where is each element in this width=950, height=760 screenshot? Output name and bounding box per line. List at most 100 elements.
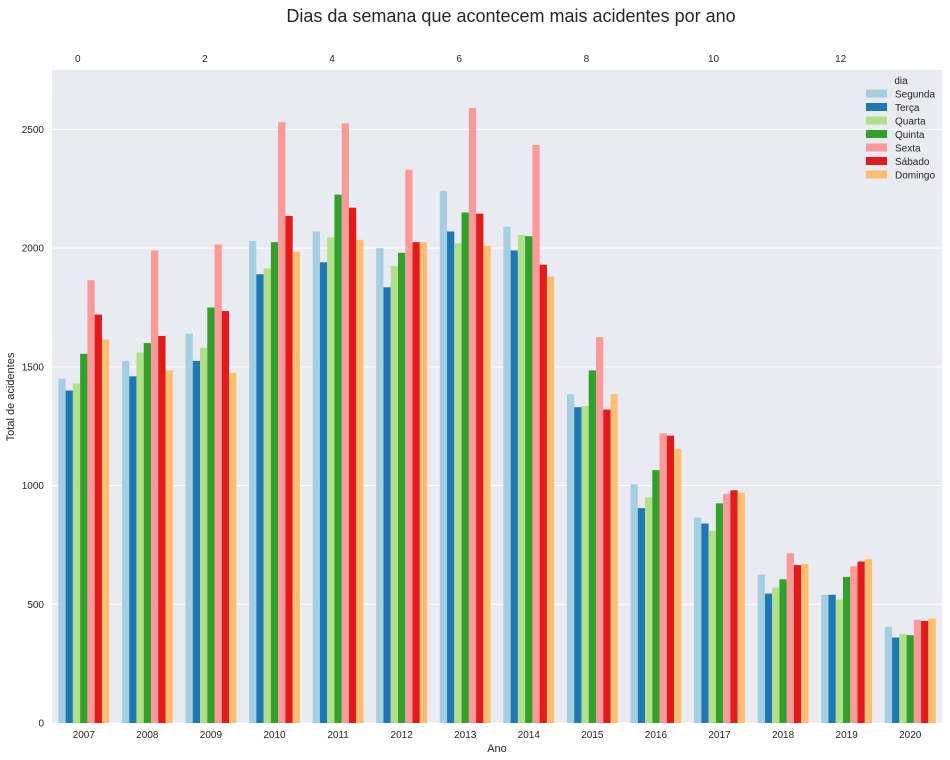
bar-domingo-2018 bbox=[801, 563, 809, 723]
bar-quarta-2015 bbox=[581, 406, 589, 723]
x-tick-label: 2007 bbox=[73, 730, 96, 741]
bar-sábado-2015 bbox=[603, 409, 611, 723]
bar-quinta-2017 bbox=[715, 503, 724, 723]
bar-quinta-2009 bbox=[207, 307, 215, 723]
bar-segunda-2013 bbox=[439, 191, 448, 724]
bar-domingo-2014 bbox=[546, 276, 555, 723]
bar-quarta-2018 bbox=[772, 587, 780, 723]
legend-swatch-terça bbox=[866, 103, 887, 111]
bar-terça-2019 bbox=[828, 594, 836, 723]
legend-swatch-quarta bbox=[866, 116, 887, 125]
bar-sábado-2013 bbox=[476, 213, 484, 723]
bar-segunda-2016 bbox=[630, 484, 638, 723]
bar-quarta-2013 bbox=[454, 243, 462, 723]
bar-sexta-2007 bbox=[87, 280, 95, 723]
x-tick-label: 2020 bbox=[899, 730, 922, 741]
bar-terça-2017 bbox=[701, 523, 709, 723]
y-tick-label: 1500 bbox=[22, 362, 45, 373]
bar-sábado-2020 bbox=[921, 620, 929, 723]
bar-terça-2016 bbox=[637, 508, 646, 723]
bar-domingo-2020 bbox=[928, 618, 936, 723]
bar-terça-2007 bbox=[65, 390, 73, 723]
bar-sexta-2019 bbox=[850, 566, 858, 723]
x-tick-label: 2019 bbox=[836, 730, 859, 741]
bar-terça-2011 bbox=[319, 262, 328, 723]
bar-domingo-2013 bbox=[483, 245, 491, 723]
bar-segunda-2008 bbox=[121, 360, 130, 723]
bar-domingo-2007 bbox=[101, 339, 110, 723]
bars bbox=[58, 107, 936, 724]
x-tick-label: 2008 bbox=[136, 730, 159, 741]
bar-quarta-2016 bbox=[645, 497, 653, 723]
bar-quarta-2011 bbox=[327, 237, 335, 723]
bar-sábado-2019 bbox=[857, 561, 865, 723]
bar-segunda-2007 bbox=[58, 378, 66, 723]
bar-sexta-2016 bbox=[659, 433, 667, 723]
bar-segunda-2011 bbox=[312, 231, 320, 723]
y-tick-label: 0 bbox=[38, 719, 44, 730]
top-tick-label: 12 bbox=[835, 54, 847, 65]
bar-terça-2008 bbox=[129, 376, 137, 723]
x-tick-label: 2018 bbox=[772, 730, 795, 741]
bar-domingo-2008 bbox=[165, 370, 173, 723]
bar-domingo-2019 bbox=[864, 559, 873, 723]
bar-sábado-2011 bbox=[348, 207, 357, 724]
top-tick-label: 10 bbox=[708, 54, 720, 65]
bar-segunda-2015 bbox=[566, 394, 575, 723]
bar-sexta-2010 bbox=[278, 122, 286, 724]
bar-segunda-2017 bbox=[694, 517, 702, 723]
bar-quinta-2010 bbox=[270, 242, 279, 723]
y-tick-label: 500 bbox=[27, 600, 44, 611]
top-tick-label: 0 bbox=[75, 54, 81, 65]
bar-quarta-2012 bbox=[390, 265, 399, 723]
bar-sábado-2010 bbox=[285, 216, 293, 723]
y-tick-label: 1000 bbox=[22, 481, 45, 492]
bar-domingo-2010 bbox=[292, 251, 300, 723]
bar-sábado-2016 bbox=[666, 435, 675, 723]
bar-terça-2018 bbox=[764, 593, 773, 723]
y-tick-label: 2000 bbox=[22, 244, 45, 255]
bar-terça-2013 bbox=[447, 231, 455, 723]
bar-sexta-2009 bbox=[214, 244, 222, 723]
bar-segunda-2019 bbox=[821, 594, 829, 723]
x-axis-label: Ano bbox=[487, 743, 507, 755]
y-tick-label: 2500 bbox=[22, 125, 45, 136]
bar-sábado-2014 bbox=[539, 264, 547, 723]
top-tick-label: 8 bbox=[584, 54, 590, 65]
legend-entry: Quarta bbox=[895, 117, 926, 128]
bar-domingo-2015 bbox=[610, 394, 618, 723]
bar-sexta-2014 bbox=[532, 144, 540, 724]
bar-quarta-2007 bbox=[72, 383, 81, 723]
x-tick-label: 2016 bbox=[645, 730, 668, 741]
bar-quinta-2016 bbox=[652, 470, 660, 723]
bar-terça-2020 bbox=[892, 637, 900, 723]
top-tick-label: 4 bbox=[329, 54, 335, 65]
bar-domingo-2016 bbox=[674, 448, 682, 723]
legend-entry: Segunda bbox=[895, 90, 935, 101]
bar-terça-2014 bbox=[510, 250, 518, 723]
bar-segunda-2020 bbox=[884, 626, 893, 723]
bar-quarta-2010 bbox=[263, 268, 271, 723]
bar-quinta-2020 bbox=[906, 635, 914, 723]
x-tick-label: 2014 bbox=[518, 730, 541, 741]
bar-domingo-2009 bbox=[229, 372, 237, 723]
bar-sábado-2017 bbox=[730, 490, 738, 723]
x-tick-labels: 2007 2008 2009 2010 2011 2012 2013 2014 2015 2016… bbox=[73, 730, 922, 741]
bar-quinta-2014 bbox=[525, 236, 533, 723]
bar-sexta-2017 bbox=[723, 493, 731, 723]
bar-sábado-2012 bbox=[412, 242, 420, 723]
legend-entry: Terça bbox=[895, 103, 920, 114]
bar-sábado-2007 bbox=[94, 314, 102, 723]
legend-swatch-segunda bbox=[866, 89, 887, 98]
legend: dia Segunda Terça Quarta Quinta Sexta Sábado Do… bbox=[866, 76, 935, 182]
bar-sexta-2012 bbox=[405, 169, 413, 724]
bar-quarta-2019 bbox=[835, 599, 844, 723]
bar-sexta-2011 bbox=[341, 123, 349, 724]
bar-segunda-2010 bbox=[249, 240, 257, 723]
bar-sexta-2018 bbox=[786, 553, 794, 723]
bar-terça-2012 bbox=[383, 287, 391, 723]
chart-title: Dias da semana que acontecem mais aciden… bbox=[286, 6, 735, 26]
x-tick-label: 2009 bbox=[200, 730, 223, 741]
bar-terça-2010 bbox=[256, 274, 264, 723]
